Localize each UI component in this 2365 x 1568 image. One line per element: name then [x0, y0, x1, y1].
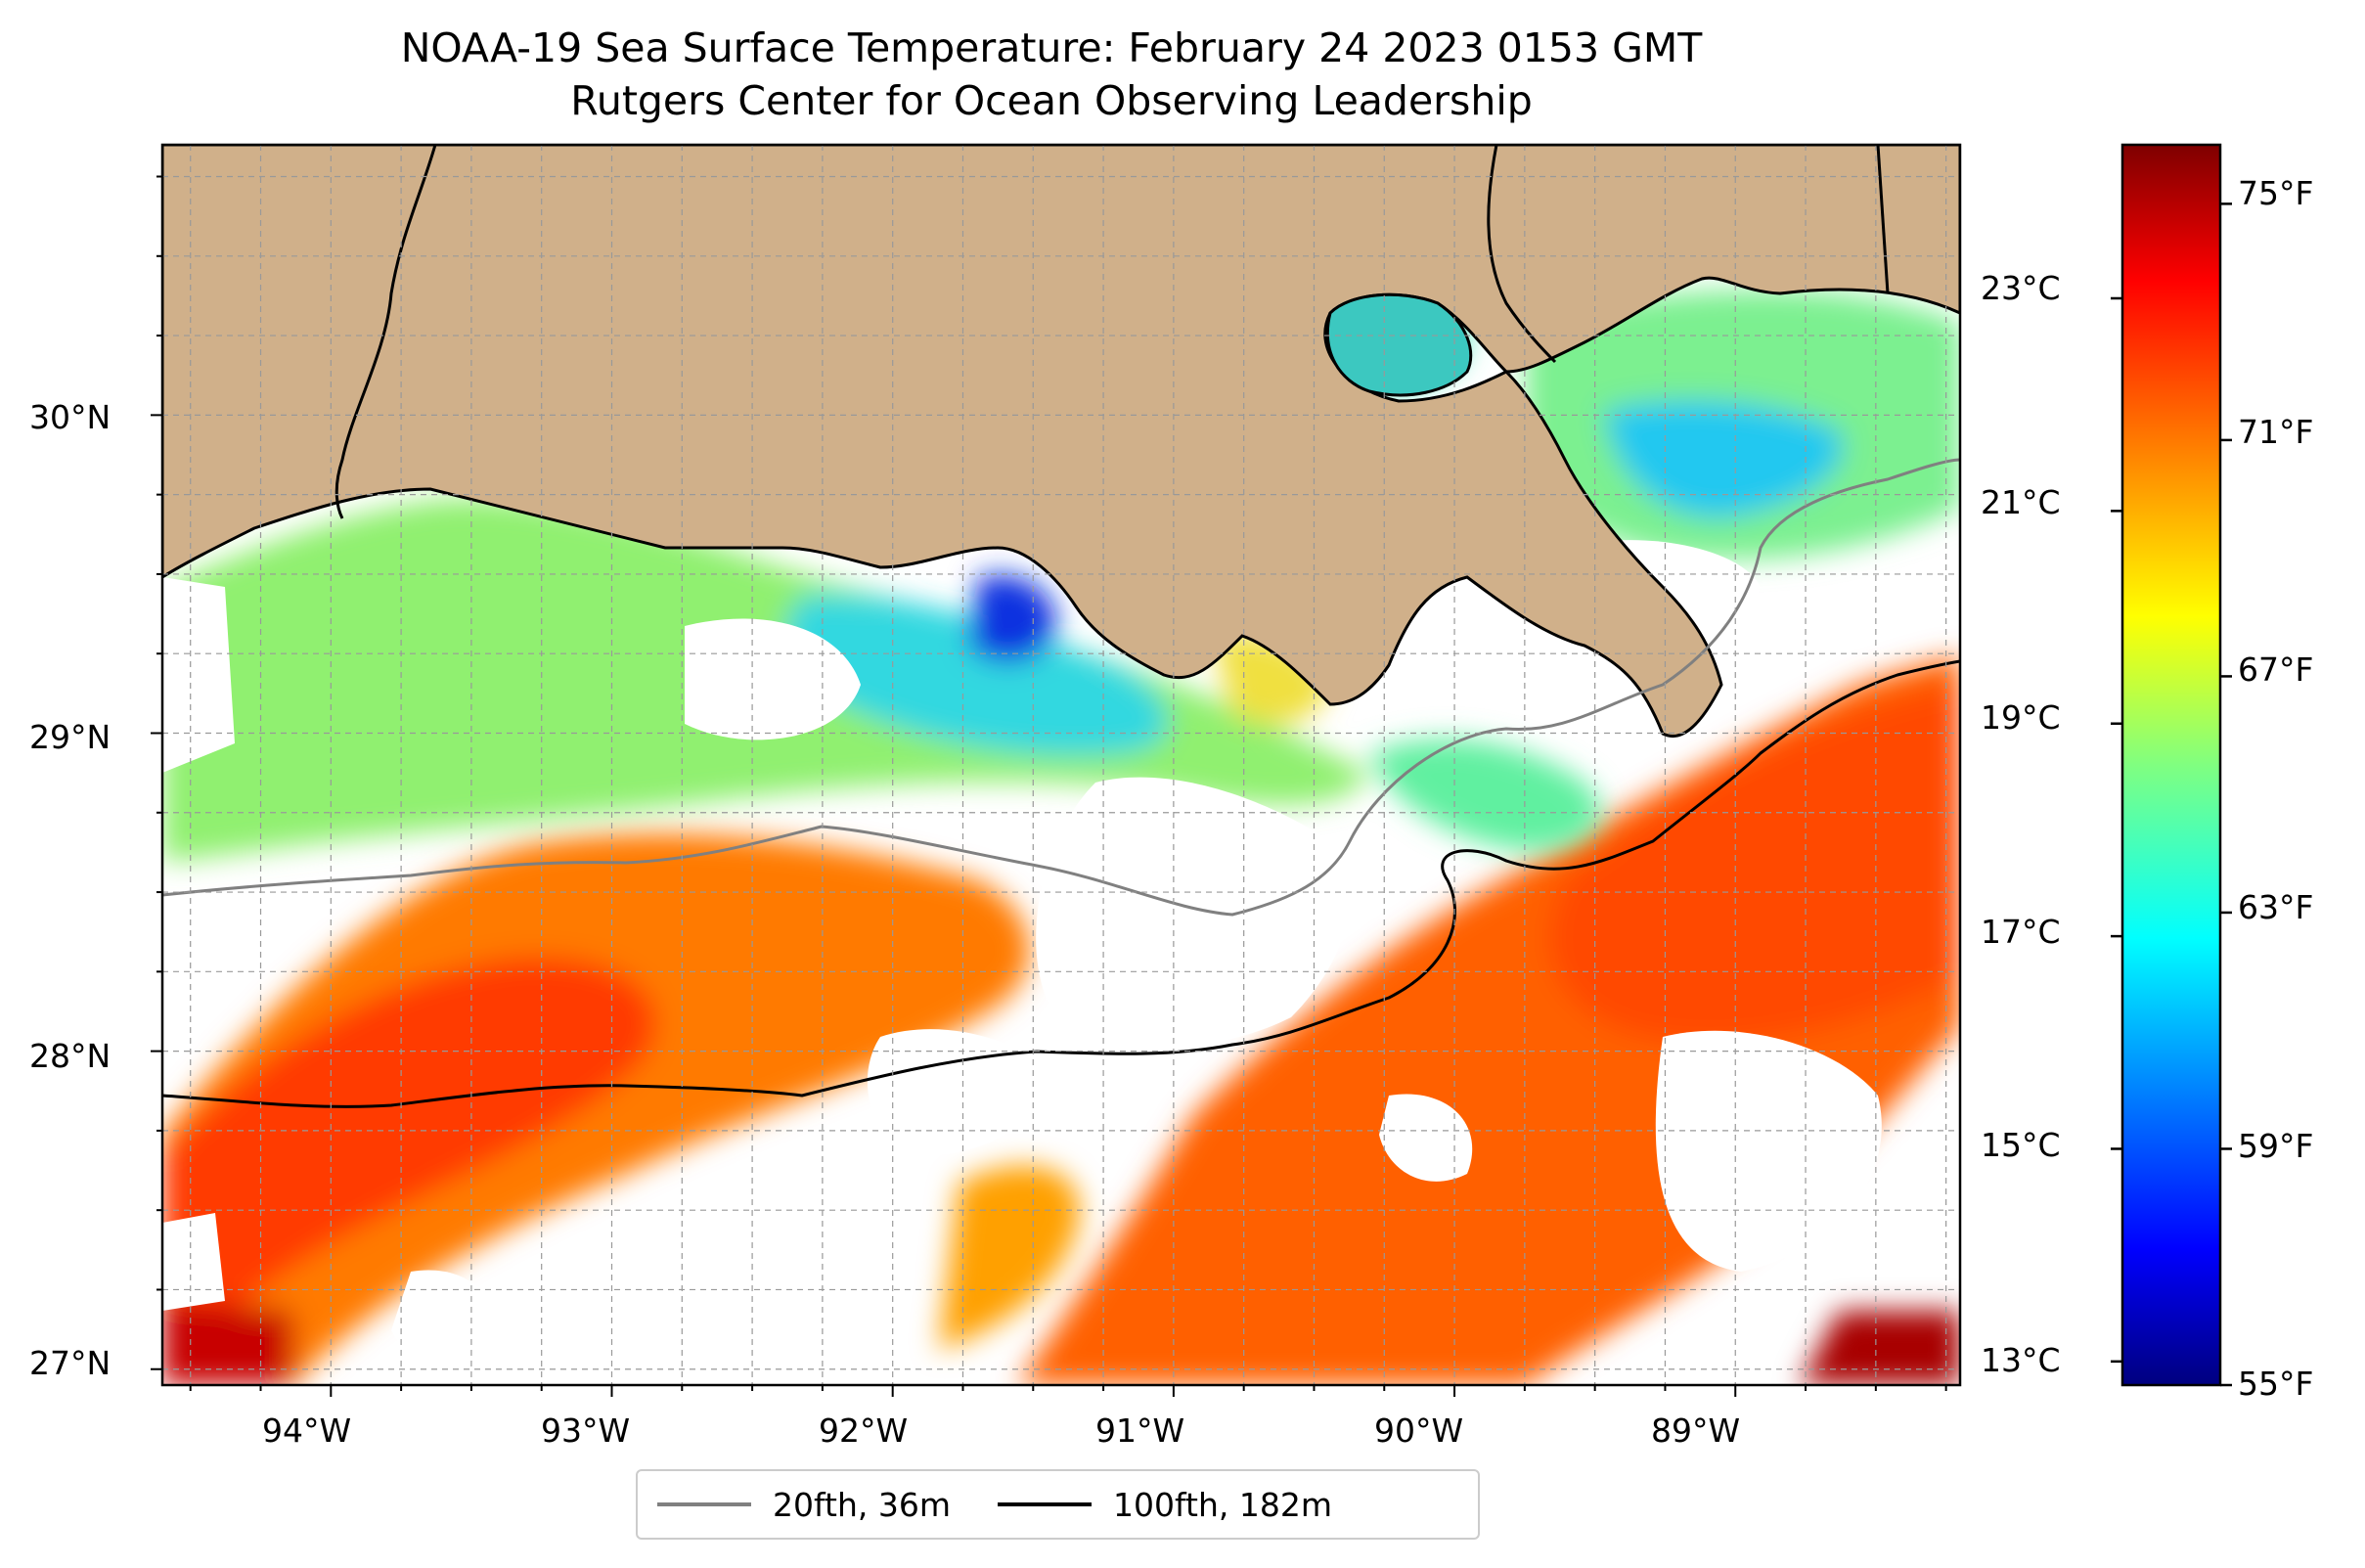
fahrenheit-tick-label: 71°F: [2238, 413, 2314, 451]
celsius-tick-label: 21°C: [1981, 483, 2061, 521]
fahrenheit-tick-label: 63°F: [2238, 888, 2314, 926]
lat-tick-label: 27°N: [29, 1344, 112, 1382]
isobath-100fth: [162, 659, 1960, 1108]
colorbar-tick-marks: [2111, 202, 2232, 1387]
legend-swatch-100fth: [998, 1502, 1092, 1506]
lon-tick-label: 91°W: [1095, 1411, 1185, 1450]
fahrenheit-tick-label: 75°F: [2238, 174, 2314, 212]
gridlines: [162, 145, 1960, 1385]
lon-tick-label: 90°W: [1374, 1411, 1464, 1450]
lat-tick-label: 29°N: [29, 718, 112, 756]
lon-tick-label: 92°W: [819, 1411, 909, 1450]
colorbar: [2120, 143, 2222, 1387]
fahrenheit-tick-label: 59°F: [2238, 1127, 2314, 1165]
lat-tick-label: 30°N: [29, 398, 112, 436]
fahrenheit-tick-label: 67°F: [2238, 650, 2314, 689]
lake-pontchartrain: [1325, 292, 1473, 397]
celsius-tick-label: 23°C: [1981, 269, 2061, 307]
map-frame: [160, 143, 1962, 1387]
legend-label-20fth: 20fth, 36m: [773, 1485, 951, 1524]
state-border-tx-la: [335, 145, 437, 519]
legend-label-100fth: 100fth, 182m: [1113, 1485, 1332, 1524]
legend-item-100fth: 100fth, 182m: [998, 1486, 1332, 1524]
title-line-1: NOAA-19 Sea Surface Temperature: Februar…: [400, 24, 1703, 71]
map-tick-marks: [151, 175, 1947, 1397]
lon-tick-label: 89°W: [1651, 1411, 1741, 1450]
legend-swatch-20fth: [657, 1502, 751, 1506]
title-line-2: Rutgers Center for Ocean Observing Leade…: [570, 77, 1533, 124]
state-border-ms-al: [1876, 145, 1890, 294]
isobath-legend: 20fth, 36m 100fth, 182m: [636, 1469, 1480, 1540]
lon-tick-label: 93°W: [541, 1411, 631, 1450]
legend-item-20fth: 20fth, 36m: [657, 1486, 951, 1524]
lon-tick-label: 94°W: [262, 1411, 352, 1450]
lat-tick-label: 28°N: [29, 1037, 112, 1075]
state-border-la-ms: [1487, 145, 1557, 364]
isobath-20fth: [162, 458, 1960, 917]
celsius-tick-label: 19°C: [1981, 698, 2061, 737]
celsius-tick-label: 15°C: [1981, 1126, 2061, 1164]
celsius-tick-label: 13°C: [1981, 1341, 2061, 1379]
sst-cool-field: [162, 290, 1960, 861]
land-coastline: [162, 145, 1960, 738]
fahrenheit-tick-label: 55°F: [2238, 1365, 2314, 1403]
cloud-mask: [162, 540, 1882, 1367]
celsius-tick-label: 17°C: [1981, 913, 2061, 951]
